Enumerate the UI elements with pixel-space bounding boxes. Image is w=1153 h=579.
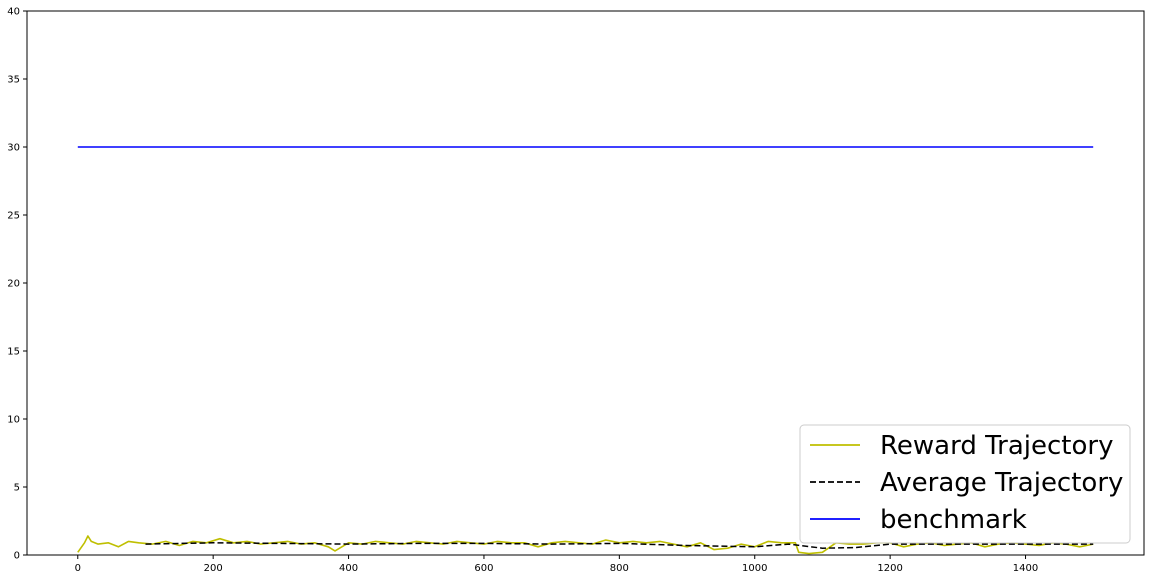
y-tick-label: 30 xyxy=(7,143,20,154)
y-tick-label: 5 xyxy=(14,483,20,494)
legend-label: benchmark xyxy=(880,505,1027,535)
x-tick-label: 200 xyxy=(204,563,223,574)
x-tick-label: 1200 xyxy=(877,563,902,574)
axes-frame xyxy=(26,10,1145,556)
legend-box xyxy=(799,424,1131,544)
y-tick-label: 10 xyxy=(7,415,20,426)
x-tick-label: 0 xyxy=(75,563,81,574)
x-axis: 0 200 400 600 800 1000 1200 1400 xyxy=(75,555,1038,574)
y-axis: 0 5 10 15 20 25 30 35 40 xyxy=(7,7,27,562)
x-tick-label: 600 xyxy=(474,563,493,574)
x-tick-label: 1400 xyxy=(1013,563,1038,574)
y-tick-label: 40 xyxy=(7,7,20,18)
series-line-0 xyxy=(77,535,1094,555)
y-tick-label: 35 xyxy=(7,75,20,86)
x-tick-label: 800 xyxy=(610,563,629,574)
x-tick-label: 400 xyxy=(339,563,358,574)
legend-label: Reward Trajectory xyxy=(880,431,1113,461)
series-line-1 xyxy=(145,542,1094,549)
y-tick-label: 20 xyxy=(7,279,20,290)
x-tick-label: 1000 xyxy=(742,563,767,574)
y-tick-label: 15 xyxy=(7,347,20,358)
y-tick-label: 0 xyxy=(14,551,20,562)
y-tick-label: 25 xyxy=(7,211,20,222)
plot-area xyxy=(77,146,1094,555)
legend-label: Average Trajectory xyxy=(880,468,1123,498)
legend: Reward Trajectory Average Trajectory bench… xyxy=(799,424,1131,544)
